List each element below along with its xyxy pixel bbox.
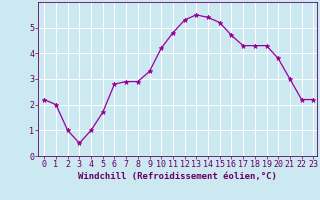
- X-axis label: Windchill (Refroidissement éolien,°C): Windchill (Refroidissement éolien,°C): [78, 172, 277, 181]
